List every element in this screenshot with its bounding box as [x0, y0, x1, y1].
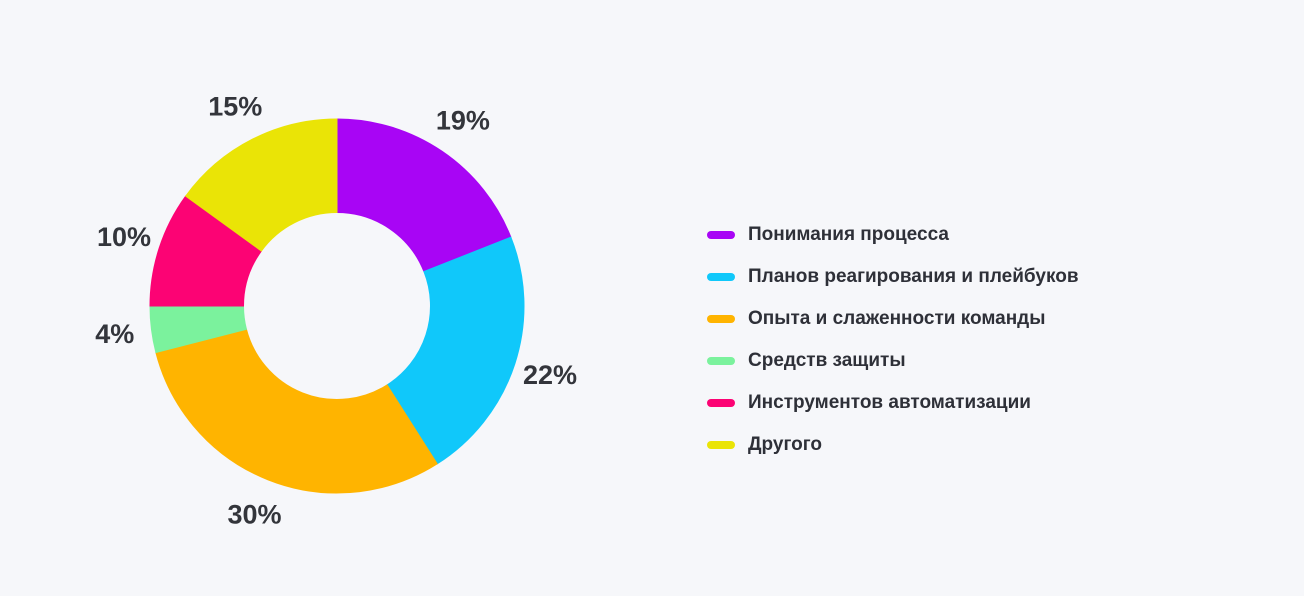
legend-item: Понимания процесса	[707, 223, 1079, 247]
legend-swatch	[707, 441, 735, 449]
legend-item: Опыта и слаженности команды	[707, 307, 1079, 331]
legend-swatch	[707, 315, 735, 323]
legend-item-label: Другого	[748, 434, 822, 455]
legend-item-label: Средств защиты	[748, 350, 906, 371]
legend-item-label: Инструментов автоматизации	[748, 392, 1031, 413]
percent-label-1: 22%	[523, 360, 577, 390]
legend-item: Планов реагирования и плейбуков	[707, 265, 1079, 289]
legend-swatch	[707, 273, 735, 281]
legend-item: Другого	[707, 433, 1079, 457]
pie-slice-5	[185, 118, 338, 252]
percent-label-2: 30%	[227, 499, 281, 529]
legend-item-label: Понимания процесса	[748, 224, 949, 245]
legend-swatch	[707, 399, 735, 407]
percent-label-4: 10%	[97, 222, 151, 252]
percent-label-0: 19%	[436, 106, 490, 136]
legend-item: Средств защиты	[707, 349, 1079, 373]
percent-label-3: 4%	[95, 319, 134, 349]
percent-label-5: 15%	[208, 91, 262, 121]
legend-item-label: Планов реагирования и плейбуков	[748, 266, 1079, 287]
legend-swatch	[707, 231, 735, 239]
legend-item-label: Опыта и слаженности команды	[748, 308, 1046, 329]
pie-slice-1	[386, 236, 525, 465]
legend-swatch	[707, 357, 735, 365]
legend-item: Инструментов автоматизации	[707, 391, 1079, 415]
pie-slice-0	[336, 118, 512, 273]
pie-slice-2	[155, 328, 438, 494]
chart-legend: Понимания процесса Планов реагирования и…	[707, 223, 1079, 457]
